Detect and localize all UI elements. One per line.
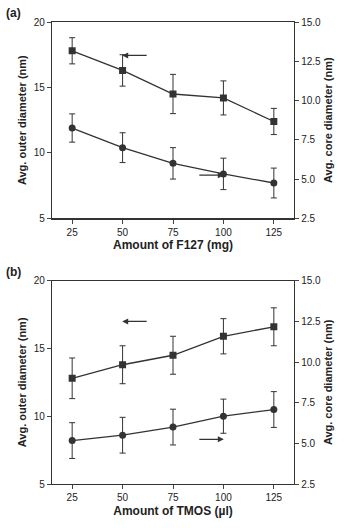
- svg-text:7.5: 7.5: [301, 134, 315, 145]
- svg-text:Avg. outer diameter (nm): Avg. outer diameter (nm): [16, 317, 28, 447]
- svg-text:12.5: 12.5: [301, 316, 321, 327]
- svg-text:25: 25: [67, 492, 79, 503]
- svg-text:50: 50: [117, 227, 129, 238]
- svg-text:75: 75: [167, 227, 179, 238]
- svg-text:5.0: 5.0: [301, 438, 315, 449]
- svg-text:10.0: 10.0: [301, 95, 321, 106]
- svg-text:125: 125: [265, 492, 282, 503]
- svg-text:Avg. core diameter (nm): Avg. core diameter (nm): [322, 319, 334, 445]
- svg-text:5: 5: [39, 213, 45, 224]
- svg-text:15: 15: [34, 82, 46, 93]
- svg-text:10: 10: [34, 411, 46, 422]
- svg-text:Avg. outer diameter (nm): Avg. outer diameter (nm): [16, 55, 28, 185]
- svg-text:15.0: 15.0: [301, 17, 321, 28]
- svg-text:Amount of F127 (mg): Amount of F127 (mg): [113, 238, 233, 252]
- svg-text:(a): (a): [6, 6, 21, 20]
- svg-text:20: 20: [34, 275, 46, 286]
- svg-text:15.0: 15.0: [301, 275, 321, 286]
- svg-text:5: 5: [39, 479, 45, 490]
- svg-text:100: 100: [215, 492, 232, 503]
- svg-text:Amount of TMOS (µl): Amount of TMOS (µl): [113, 504, 233, 518]
- svg-text:100: 100: [215, 227, 232, 238]
- svg-text:75: 75: [167, 492, 179, 503]
- svg-text:50: 50: [117, 492, 129, 503]
- svg-text:125: 125: [265, 227, 282, 238]
- svg-text:(b): (b): [6, 265, 21, 279]
- svg-text:7.5: 7.5: [301, 397, 315, 408]
- svg-text:Avg. core diameter (nm): Avg. core diameter (nm): [322, 57, 334, 183]
- svg-text:5.0: 5.0: [301, 174, 315, 185]
- svg-text:10: 10: [34, 147, 46, 158]
- svg-text:10.0: 10.0: [301, 357, 321, 368]
- svg-text:2.5: 2.5: [301, 213, 315, 224]
- svg-text:12.5: 12.5: [301, 56, 321, 67]
- svg-text:25: 25: [67, 227, 79, 238]
- svg-text:20: 20: [34, 17, 46, 28]
- svg-text:2.5: 2.5: [301, 479, 315, 490]
- svg-text:15: 15: [34, 343, 46, 354]
